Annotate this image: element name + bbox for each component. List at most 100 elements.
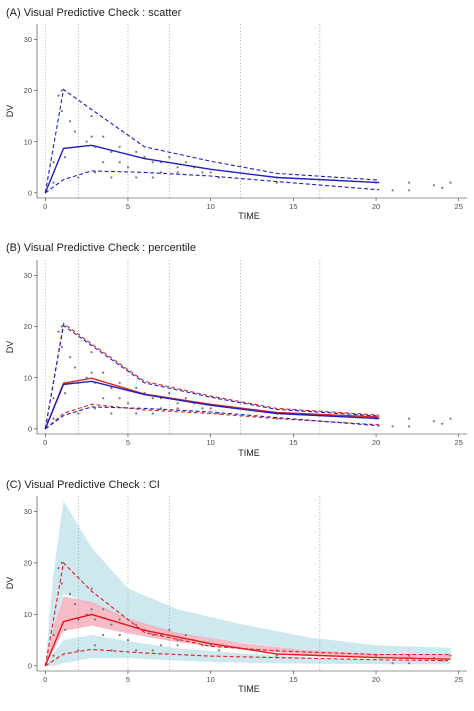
y-tick-label: 30 [24,271,32,280]
panel-a-title: (A) Visual Predictive Check : scatter [6,7,182,19]
observed-point [73,603,77,606]
observed-point [77,618,80,621]
observed-point [176,639,179,642]
y-tick-label: 10 [24,610,32,619]
observed-point [391,662,394,665]
panel-a-plot-bg [37,24,467,198]
panel-c-xticks: 0 5 10 15 20 25 [43,671,463,684]
observed-point [73,130,77,133]
x-tick-label: 15 [289,438,297,447]
observed-point [184,633,187,637]
x-tick-label: 10 [206,675,214,684]
observed-point [135,150,138,153]
observed-point [135,649,138,652]
observed-point [90,115,93,118]
observed-point [432,184,435,187]
panel-c-bands [45,501,451,666]
observed-point [151,412,154,415]
panel-b-ylabel: DV [5,341,15,354]
observed-point [168,628,171,631]
observed-point [93,171,96,174]
observed-point [184,161,187,164]
observed-point [408,417,411,420]
simulated-5th-percentile-line [44,403,380,430]
observed-point [176,171,179,174]
observed-point [201,171,204,174]
panel-b-title: (B) Visual Predictive Check : percentile [6,242,196,254]
observed-point [126,166,130,169]
observed-point [60,89,63,92]
observed-point [209,171,212,174]
observed-point [110,649,113,652]
observed-point [391,425,394,428]
observed-point [449,181,452,184]
observed-point [90,608,93,611]
x-tick-label: 0 [43,675,47,684]
observed-point [60,582,63,585]
x-tick-label: 5 [126,675,130,684]
observed-point [110,150,113,153]
observed-point [217,649,220,652]
observed-point [64,628,67,631]
panel-b: (B) Visual Predictive Check : percentile… [5,242,467,458]
observed-point [93,407,96,410]
observed-point [85,376,88,379]
observed-point [118,145,121,148]
panel-b-yticks: 0 10 20 30 [24,271,37,433]
observed-point [64,156,67,159]
observed-point [176,644,179,647]
observed-point [126,402,130,405]
x-tick-label: 5 [126,202,130,211]
panel-b-xlabel: TIME [238,448,260,458]
observed-point [69,356,72,359]
observed-point [432,420,435,423]
observed-point [69,592,72,595]
x-tick-label: 15 [289,675,297,684]
observed-point [90,135,93,138]
observed-5th-percentile-line [44,648,451,667]
observed-point [151,161,154,164]
x-tick-label: 10 [206,202,214,211]
observed-point [135,412,138,415]
observed-point [102,633,105,637]
observed-point [176,166,179,169]
observed-point [52,654,55,657]
observed-point [90,587,93,590]
observed-point [77,412,80,415]
observed-point [441,659,444,662]
x-tick-label: 10 [206,438,214,447]
observed-point [93,644,96,647]
observed-point [52,417,55,420]
observed-point [151,176,154,179]
observed-point [118,618,121,621]
panel-a: (A) Visual Predictive Check : scatter 0 1… [5,7,467,221]
y-tick-label: 30 [24,507,32,516]
observed-point [118,161,121,164]
observed-point [90,371,93,374]
panel-c: (C) Visual Predictive Check : CI 0 10 20 30… [5,479,467,694]
observed-point [159,644,163,647]
observed-point [118,381,121,384]
panel-c-lines [44,561,451,667]
observed-point [69,120,72,123]
simulated-95th-percentile-line [44,322,380,429]
panel-c-yticks: 0 10 20 30 [24,507,37,670]
panel-c-xlabel: TIME [238,684,260,694]
observed-95th-percentile-line [44,88,380,193]
observed-point [201,407,204,410]
observed-point [52,161,55,164]
x-tick-label: 15 [289,202,297,211]
observed-point [73,366,77,369]
panel-b-bins [44,260,321,434]
observed-point [118,633,121,637]
observed-point [209,407,212,410]
x-tick-label: 5 [126,438,130,447]
ci-band-1 [45,596,451,666]
observed-point [57,94,60,97]
x-tick-label: 25 [455,438,463,447]
x-tick-label: 0 [43,438,47,447]
observed-point [391,189,394,192]
observed-95th-percentile-line [44,324,380,429]
y-tick-label: 20 [24,559,32,568]
